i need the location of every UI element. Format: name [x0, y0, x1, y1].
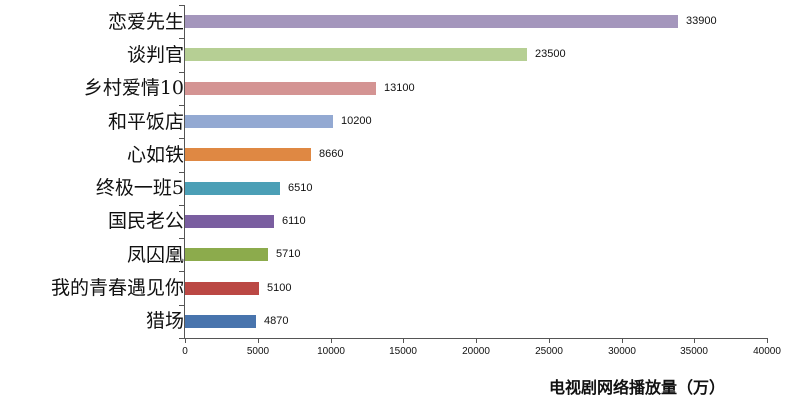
x-axis-tick-label: 0: [182, 346, 188, 357]
x-axis-title: 电视剧网络播放量（万）: [549, 378, 726, 397]
x-axis-tick: [331, 338, 332, 343]
y-axis-tick: [179, 205, 185, 206]
x-axis-tick: [476, 338, 477, 343]
bar: [185, 48, 527, 61]
category-label: 和平饭店: [107, 111, 184, 133]
x-axis-tick: [694, 338, 695, 343]
bar: [185, 248, 268, 261]
bar: [185, 182, 280, 195]
bar: [185, 115, 333, 128]
x-axis-tick-label: 5000: [246, 346, 270, 357]
data-label: 10200: [341, 115, 372, 127]
bar: [185, 282, 259, 295]
y-axis-tick: [179, 105, 185, 106]
category-label: 凤囚凰: [126, 244, 184, 266]
x-axis-tick-label: 15000: [389, 346, 417, 357]
y-axis-tick: [179, 5, 185, 6]
category-label: 国民老公: [107, 210, 184, 232]
bar: [185, 15, 678, 28]
bar: [185, 82, 376, 95]
data-label: 4870: [264, 315, 289, 327]
y-axis-tick: [179, 238, 185, 239]
x-axis-tick-label: 35000: [680, 346, 708, 357]
data-label: 8660: [319, 148, 344, 160]
x-axis-tick-label: 30000: [608, 346, 636, 357]
y-axis-tick: [179, 338, 185, 339]
category-label: 猎场: [145, 310, 184, 332]
y-axis-tick: [179, 72, 185, 73]
bar: [185, 315, 256, 328]
x-axis-tick-label: 40000: [753, 346, 781, 357]
y-axis-tick: [179, 138, 185, 139]
category-label: 心如铁: [126, 144, 184, 166]
category-label: 谈判官: [126, 44, 184, 66]
y-axis-tick: [179, 172, 185, 173]
data-label: 13100: [384, 82, 415, 94]
category-label: 我的青春遇见你: [50, 277, 184, 299]
x-axis-tick: [767, 338, 768, 343]
bar: [185, 215, 274, 228]
x-axis-tick: [258, 338, 259, 343]
x-axis-tick: [185, 338, 186, 343]
x-axis-tick: [403, 338, 404, 343]
data-label: 23500: [535, 48, 566, 60]
data-label: 33900: [686, 15, 717, 27]
y-axis-tick: [179, 38, 185, 39]
x-axis-tick-label: 20000: [462, 346, 490, 357]
data-label: 5710: [276, 248, 301, 260]
data-label: 5100: [267, 282, 292, 294]
category-label: 恋爱先生: [107, 11, 184, 33]
data-label: 6110: [282, 215, 306, 227]
category-label: 终极一班5: [95, 177, 184, 199]
bar: [185, 148, 311, 161]
x-axis-tick-label: 10000: [317, 346, 345, 357]
y-axis-tick: [179, 271, 185, 272]
x-axis-tick-label: 25000: [535, 346, 563, 357]
y-axis-tick: [179, 305, 185, 306]
data-label: 6510: [288, 182, 313, 194]
x-axis-tick: [549, 338, 550, 343]
category-label: 乡村爱情10: [83, 77, 184, 99]
x-axis-tick: [622, 338, 623, 343]
